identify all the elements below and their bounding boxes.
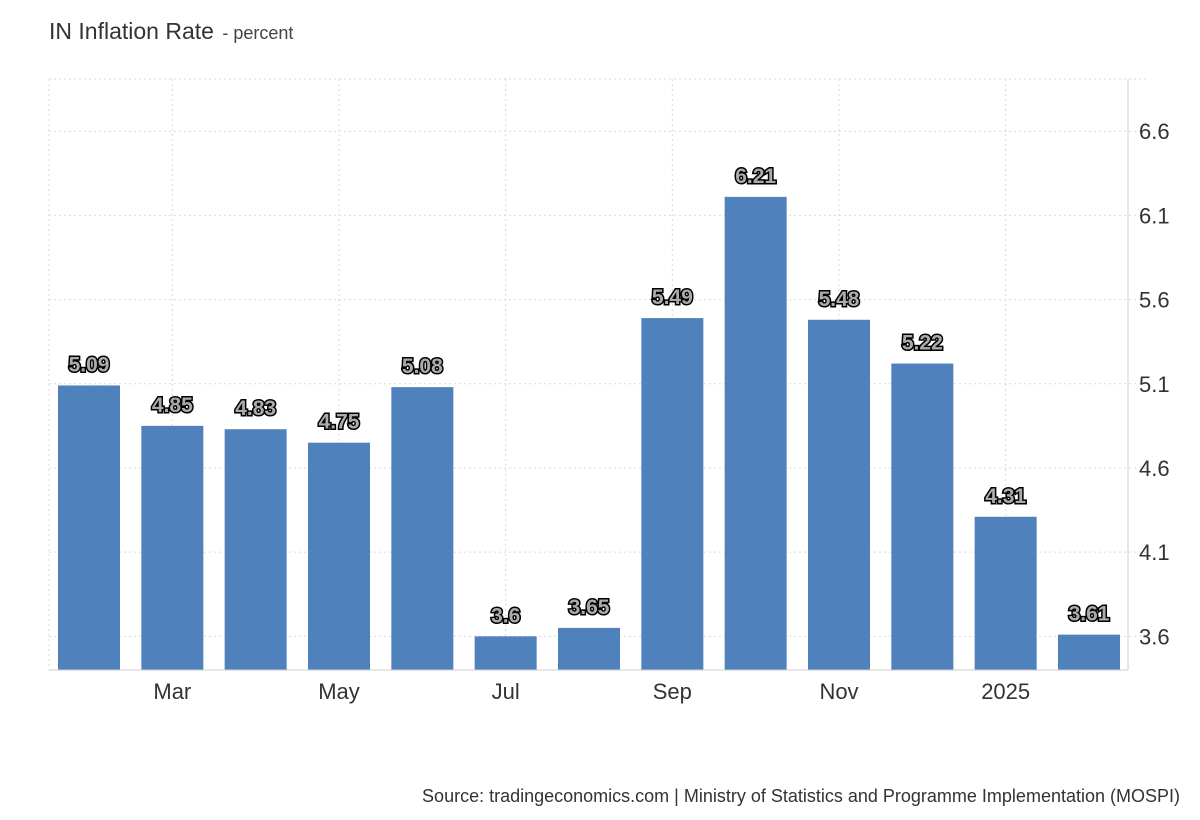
bar — [641, 318, 704, 670]
data-labels: 5.09 4.85 4.83 4.75 5.08 3.6 3.65 5.49 6.21 5.48 5… — [67, 163, 1111, 628]
x-tick-label: Sep — [653, 679, 692, 704]
bar-value-label: 5.08 — [402, 355, 443, 378]
source-note: Source: tradingeconomics.com | Ministry … — [422, 786, 1180, 806]
bar-value-label: 4.75 — [319, 411, 360, 434]
y-tick-label: 5.1 — [1139, 372, 1170, 397]
bar — [974, 516, 1037, 670]
bar-value-label: 4.85 — [152, 394, 193, 417]
bar — [891, 363, 954, 670]
y-tick-label: 6.1 — [1139, 203, 1170, 228]
x-tick-label: May — [318, 679, 360, 704]
bar — [391, 387, 454, 670]
bars — [58, 196, 1120, 670]
x-tick-label: Mar — [153, 679, 191, 704]
x-axis: Mar May Jul Sep Nov 2025 — [49, 669, 1128, 704]
x-tick-label: Nov — [819, 679, 858, 704]
chart-header: IN Inflation Rate - percent — [49, 18, 293, 45]
bar-value-label: 6.21 — [735, 165, 776, 188]
bar — [141, 425, 204, 670]
bar — [724, 196, 787, 670]
bar — [808, 319, 870, 670]
y-tick-label: 4.6 — [1139, 456, 1170, 481]
bar-value-label: 5.22 — [902, 332, 943, 355]
bar-value-label: 3.61 — [1069, 603, 1110, 626]
bar-value-label: 5.49 — [652, 286, 693, 309]
x-tick-label: Jul — [492, 679, 520, 704]
y-tick-label: 3.6 — [1139, 624, 1170, 649]
bar — [558, 627, 620, 670]
bar — [58, 385, 120, 670]
bar-value-label: 4.83 — [235, 397, 276, 420]
bar-value-label: 4.31 — [985, 485, 1026, 508]
y-tick-label: 5.6 — [1139, 288, 1170, 313]
chart-subtitle: - percent — [222, 23, 294, 43]
bar-value-label: 3.6 — [491, 604, 520, 627]
bar-value-label: 5.48 — [819, 288, 860, 311]
y-tick-label: 6.6 — [1139, 119, 1170, 144]
chart-title: IN Inflation Rate — [49, 18, 214, 44]
bar — [224, 429, 287, 670]
bar — [474, 636, 537, 670]
bar-value-label: 5.09 — [69, 353, 110, 376]
bar — [308, 442, 370, 670]
bar — [1058, 634, 1120, 670]
bar-value-label: 3.65 — [569, 596, 610, 619]
y-tick-label: 4.1 — [1139, 540, 1170, 565]
x-tick-label: 2025 — [981, 679, 1030, 704]
y-axis: 6.6 6.1 5.6 5.1 4.6 4.1 3.6 — [1127, 79, 1170, 670]
